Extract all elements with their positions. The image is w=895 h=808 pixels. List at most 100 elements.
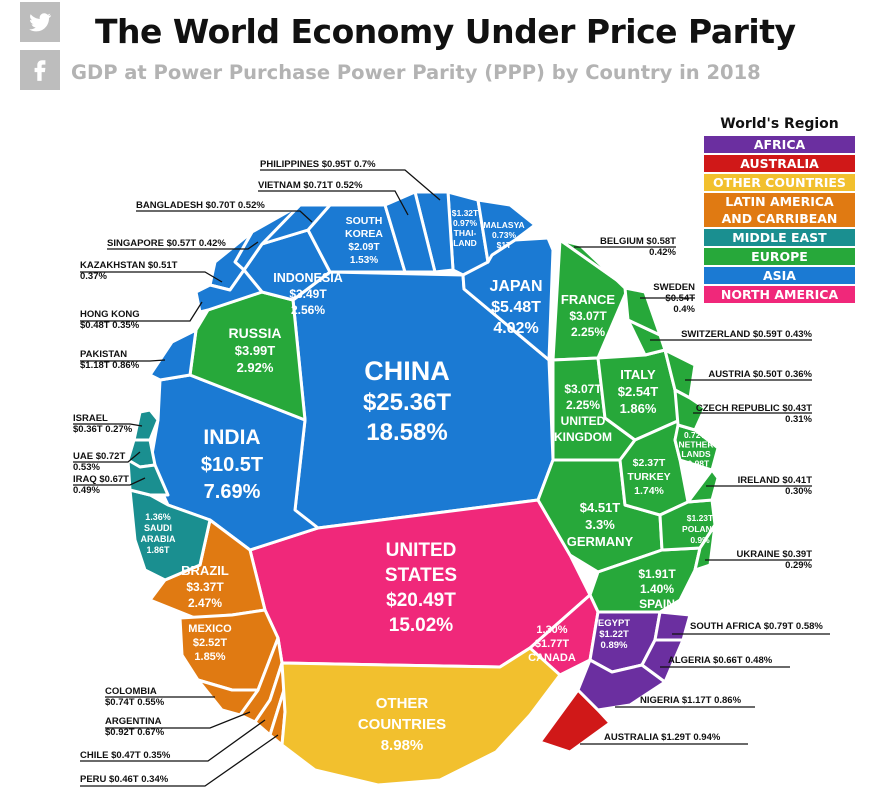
label-hong-kong-line1: $0.48T 0.35% [80, 320, 140, 331]
label-indonesia-value: $3.49T [289, 287, 327, 301]
label-austria: AUSTRIA $0.50T 0.36% [708, 369, 812, 380]
label-mexico-name: MEXICO [188, 623, 232, 635]
legend-item-other-countries: OTHER COUNTRIES [704, 174, 855, 191]
label-south-korea-line0: SOUTH [346, 215, 383, 227]
label-mexico-share: 1.85% [194, 651, 225, 663]
cell-hong-kong [194, 268, 264, 314]
label-switzerland: SWITZERLAND $0.59T 0.43% [681, 329, 812, 340]
label-china-share: 18.58% [366, 419, 447, 446]
label-uae-line1: 0.53% [73, 462, 100, 473]
label-france-share: 2.25% [571, 325, 605, 339]
facebook-icon[interactable] [20, 50, 60, 90]
label-japan-value: $5.48T [491, 299, 541, 316]
label-colombia-line0: COLOMBIA [105, 686, 157, 697]
page-subtitle: GDP at Power Purchase Power Parity (PPP)… [71, 61, 761, 84]
label-ireland-line1: 0.30% [785, 486, 812, 497]
label-vietnam: VIETNAM $0.71T 0.52% [258, 180, 363, 191]
label-uae-line0: UAE $0.72T [73, 451, 125, 462]
cell-malasya [476, 198, 537, 264]
cell-israel [132, 408, 160, 442]
legend-title: World's Region [720, 116, 839, 132]
label-malasya-value: $1T [497, 240, 512, 250]
label-saudi-arabia-line2: ARABIA [141, 534, 176, 544]
label-south-africa: SOUTH AFRICA $0.79T 0.58% [690, 621, 823, 632]
leader-uae [73, 451, 141, 463]
label-other-countries-line0: OTHER [376, 695, 429, 712]
label-colombia-line1: $0.74T 0.55% [105, 697, 165, 708]
leader-israel [73, 423, 143, 427]
leader-singapore [107, 241, 259, 250]
leader-chile [80, 719, 266, 762]
label-algeria: ALGERIA $0.66T 0.48% [668, 655, 773, 666]
label-united-states-value: $20.49T [386, 590, 456, 611]
label-malasya-name: MALASYA [483, 220, 524, 230]
label-united-states-line0: UNITED [386, 540, 457, 561]
label-canada-value: $1.77T [535, 638, 570, 650]
label-netherlands-share: 0.72% [684, 430, 709, 440]
label-israel-line0: ISRAEL [73, 413, 108, 424]
label-united-kingdom-line2: UNITED [561, 414, 606, 428]
label-canada-name: CANADA [528, 652, 576, 664]
label-netherlands-line1: NETHER [679, 440, 714, 450]
cell-other-countries [280, 646, 562, 787]
label-ireland-line0: IRELAND $0.41T [738, 475, 813, 486]
label-saudi-arabia-line1: SAUDI [144, 523, 172, 533]
label-other-countries-share: 8.98% [381, 737, 424, 754]
label-united-states-share: 15.02% [389, 615, 454, 636]
label-spain-share: 1.40% [640, 582, 674, 596]
label-turkey-value: $2.37T [633, 457, 666, 469]
leader-peru [80, 734, 279, 787]
cell-pakistan [148, 328, 198, 382]
label-germany-name: GERMANY [567, 534, 634, 549]
label-japan-name: JAPAN [489, 278, 542, 295]
label-south-korea-line1: KOREA [345, 228, 383, 240]
label-china-value: $25.36T [363, 389, 451, 416]
label-philippines: PHILIPPINES $0.95T 0.7% [260, 159, 376, 170]
label-india-value: $10.5T [201, 454, 263, 476]
label-united-kingdom-share: 2.25% [566, 398, 600, 412]
label-italy-name: ITALY [620, 367, 656, 382]
label-turkey-name: TURKEY [627, 471, 670, 483]
label-other-countries-line1: COUNTRIES [358, 716, 446, 733]
label-belgium-line0: BELGIUM $0.58T [600, 236, 676, 247]
label-united-states-line1: STATES [385, 565, 457, 586]
label-poland-name: POLAND [682, 524, 718, 534]
twitter-icon[interactable] [20, 2, 60, 42]
label-egypt-name: EGYPT [598, 618, 630, 629]
cell-czech-republic [673, 388, 707, 432]
cell-iraq [126, 458, 170, 497]
leader-iraq [73, 477, 146, 486]
label-thailand-line3: LAND [453, 238, 477, 248]
label-thailand-line2: THAI- [454, 228, 477, 238]
label-italy-share: 1.86% [620, 401, 657, 416]
label-south-korea-share: 1.53% [350, 255, 378, 266]
label-belgium-line1: 0.42% [649, 247, 676, 258]
label-ukraine-line1: 0.29% [785, 560, 812, 571]
cell-nigeria [576, 658, 667, 712]
label-argentina-line1: $0.92T 0.67% [105, 727, 165, 738]
label-poland-share: 0.9% [690, 535, 710, 545]
label-brazil-name: BRAZIL [181, 563, 229, 578]
label-france-name: FRANCE [561, 292, 615, 307]
cell-saudi-arabia [128, 488, 212, 582]
label-russia-share: 2.92% [237, 360, 274, 375]
label-peru: PERU $0.46T 0.34% [80, 774, 169, 785]
label-egypt-value: $1.22T [599, 629, 629, 640]
label-italy-value: $2.54T [618, 384, 659, 399]
label-sweden-line1: $0.54T [665, 293, 695, 304]
label-india-name: INDIA [203, 426, 260, 449]
cell-colombia [196, 678, 260, 717]
leader-pakistan [80, 359, 166, 362]
label-turkey-share: 1.74% [634, 485, 664, 497]
cell-ukraine [693, 523, 717, 572]
legend-item-australia: AUSTRALIA [704, 155, 855, 172]
label-spain-name: SPAIN [639, 597, 675, 611]
cell-algeria [640, 638, 685, 684]
label-russia-value: $3.99T [235, 343, 276, 358]
leader-bangladesh [136, 210, 313, 223]
label-chile: CHILE $0.47T 0.35% [80, 750, 171, 761]
label-saudi-arabia-value: 1.86T [146, 545, 170, 555]
label-netherlands-line2: LANDS [681, 449, 711, 459]
label-thailand-value: $1.32T [452, 208, 479, 218]
